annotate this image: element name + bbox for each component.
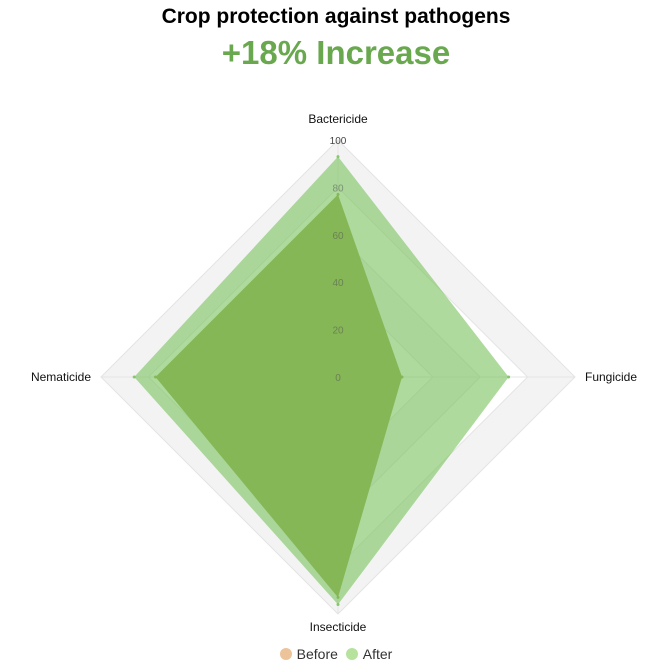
axis-label-fungicide: Fungicide: [585, 370, 637, 384]
radar-series: [132, 155, 511, 607]
tick-label-40: 40: [332, 278, 344, 289]
tick-label-0: 0: [335, 373, 341, 384]
chart-legend: Before After: [0, 646, 672, 663]
radar-axis-labels: Bactericide Fungicide Insecticide Nematicid…: [31, 112, 637, 634]
point-after-nematicide: [132, 375, 136, 379]
point-after-bactericide: [336, 155, 340, 159]
point-after-insecticide: [336, 603, 340, 607]
radar-tick-labels: 0 20 40 60 80 100: [330, 136, 347, 384]
tick-label-80: 80: [332, 183, 344, 194]
tick-label-100: 100: [330, 136, 347, 147]
legend-item-before[interactable]: Before: [279, 646, 338, 662]
legend-label-before: Before: [296, 646, 338, 662]
series-area-after: [134, 156, 509, 605]
chart-subtitle: +18% Increase: [221, 34, 451, 71]
legend-swatch-after: [345, 648, 358, 660]
legend-item-after[interactable]: After: [345, 646, 393, 662]
tick-label-60: 60: [332, 231, 344, 242]
tick-label-20: 20: [332, 326, 344, 337]
legend-label-after: After: [362, 646, 393, 662]
point-after-fungicide: [507, 375, 511, 379]
axis-label-insecticide: Insecticide: [310, 620, 367, 634]
axis-label-bactericide: Bactericide: [308, 112, 368, 126]
legend-swatch-before: [279, 648, 292, 660]
chart-title: Crop protection against pathogens: [161, 5, 511, 28]
axis-label-nematicide: Nematicide: [31, 370, 91, 384]
